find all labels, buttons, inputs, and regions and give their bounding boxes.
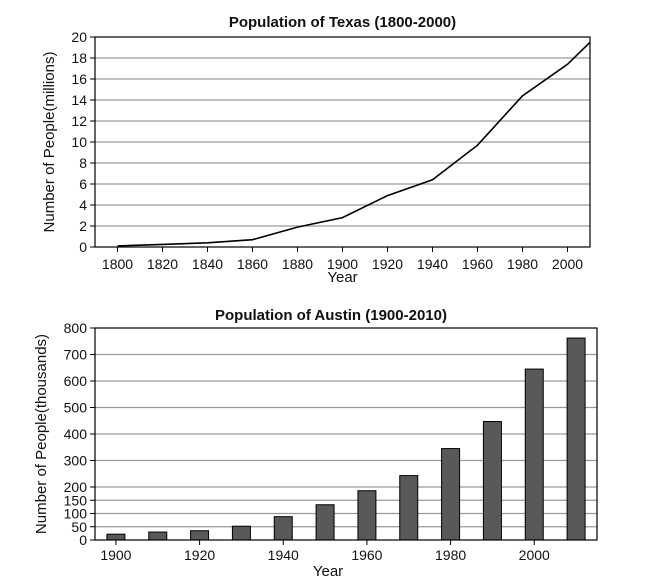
texas-y-tick-label: 2: [79, 218, 87, 234]
texas-x-tick-label: 1900: [327, 256, 358, 272]
texas-y-tick-label: 8: [79, 155, 87, 171]
austin-y-tick-label: 700: [64, 347, 88, 363]
texas-x-tick-label: 1920: [372, 256, 403, 272]
austin-y-tick-label: 200: [64, 479, 88, 495]
texas-x-tick-label: 1940: [417, 256, 448, 272]
texas-x-tick-label: 1840: [192, 256, 223, 272]
austin-bar: [273, 516, 293, 541]
texas-x-axis-label: Year: [327, 269, 357, 286]
austin-y-tick-label: 800: [64, 320, 88, 336]
austin-x-tick-label: 1960: [351, 547, 382, 563]
austin-x-tick-label: 1940: [268, 547, 299, 563]
austin-y-tick-label: 50: [71, 519, 87, 535]
austin-bar: [566, 337, 586, 541]
austin-bar: [148, 531, 168, 541]
austin-y-tick-label: 0: [79, 532, 87, 548]
austin-chart-title: Population of Austin (1900-2010): [215, 307, 447, 324]
texas-y-tick-label: 6: [79, 176, 87, 192]
austin-x-tick-label: 1900: [100, 547, 131, 563]
texas-y-tick-label: 14: [71, 92, 87, 108]
austin-bar: [231, 525, 251, 541]
austin-y-tick-label: 300: [64, 453, 88, 469]
austin-x-tick-label: 2000: [519, 547, 550, 563]
austin-x-axis-label: Year: [313, 563, 343, 580]
austin-bar: [357, 490, 377, 541]
texas-y-axis-label: Number of People(millions): [41, 52, 58, 233]
texas-y-tick-label: 16: [71, 71, 87, 87]
austin-y-tick-label: 100: [64, 506, 88, 522]
austin-y-tick-label: 500: [64, 400, 88, 416]
texas-y-tick-label: 10: [71, 134, 87, 150]
texas-y-tick-label: 20: [71, 29, 87, 45]
texas-plot-frame: [94, 36, 591, 248]
austin-x-tick-label: 1920: [184, 547, 215, 563]
austin-y-tick-label: 150: [64, 492, 88, 508]
austin-y-tick-label: 600: [64, 373, 88, 389]
texas-population-line: [117, 41, 591, 247]
austin-x-tick-label: 1980: [435, 547, 466, 563]
austin-plot-frame: [94, 327, 598, 541]
texas-x-tick-label: 2000: [552, 256, 583, 272]
texas-chart-title: Population of Texas (1800-2000): [229, 14, 456, 31]
texas-x-tick-label: 1980: [507, 256, 538, 272]
austin-bar: [524, 368, 544, 541]
texas-x-tick-label: 1880: [282, 256, 313, 272]
austin-y-tick-label: 400: [64, 426, 88, 442]
austin-bar: [482, 421, 502, 541]
austin-bar: [190, 530, 210, 541]
austin-bar: [441, 448, 461, 541]
texas-x-tick-label: 1800: [102, 256, 133, 272]
texas-x-tick-label: 1820: [147, 256, 178, 272]
texas-x-tick-label: 1860: [237, 256, 268, 272]
austin-bar: [399, 475, 419, 541]
austin-bar: [315, 504, 335, 541]
texas-y-tick-label: 0: [79, 239, 87, 255]
texas-x-tick-label: 1960: [462, 256, 493, 272]
austin-y-axis-label: Number of People(thousands): [33, 334, 50, 534]
texas-y-tick-label: 12: [71, 113, 87, 129]
austin-bar: [106, 533, 126, 541]
texas-y-tick-label: 18: [71, 50, 87, 66]
texas-y-tick-label: 4: [79, 197, 87, 213]
